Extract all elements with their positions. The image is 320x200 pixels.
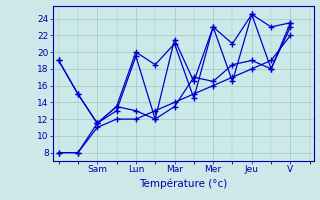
X-axis label: Température (°c): Température (°c) (139, 178, 227, 189)
